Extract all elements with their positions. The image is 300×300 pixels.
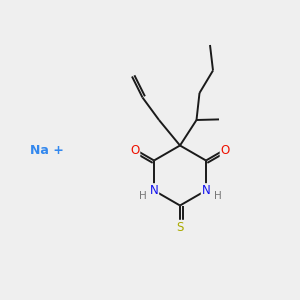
Text: H: H	[214, 191, 221, 201]
Text: N: N	[202, 184, 210, 197]
Text: N: N	[150, 184, 158, 197]
Text: O: O	[220, 144, 230, 157]
Text: S: S	[176, 220, 184, 234]
Text: H: H	[139, 191, 146, 201]
Text: Na +: Na +	[30, 143, 64, 157]
Text: O: O	[130, 144, 140, 157]
